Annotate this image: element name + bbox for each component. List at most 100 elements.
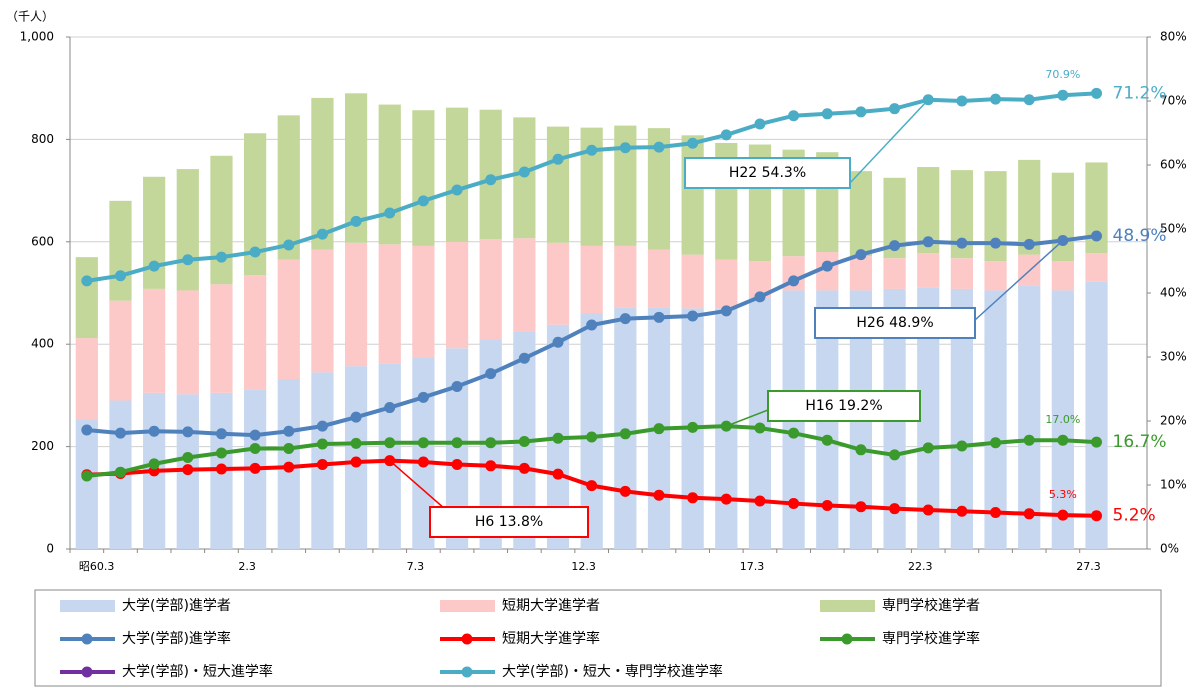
bar xyxy=(244,275,267,390)
line-point xyxy=(720,305,732,317)
line-point xyxy=(350,411,362,423)
line-point xyxy=(350,215,362,227)
line-point xyxy=(249,462,261,474)
bar xyxy=(580,313,603,549)
bar xyxy=(109,300,132,401)
bar xyxy=(311,249,334,373)
line-point xyxy=(518,435,530,447)
line-point xyxy=(215,447,227,459)
line-point xyxy=(114,466,126,478)
line-point xyxy=(586,431,598,443)
line-point xyxy=(754,495,766,507)
legend-label: 大学(学部)・短大・専門学校進学率 xyxy=(502,663,723,680)
bar xyxy=(277,259,300,380)
legend-swatch xyxy=(60,600,115,612)
line-point xyxy=(215,463,227,475)
bar xyxy=(580,127,603,246)
line-point xyxy=(114,270,126,282)
line-point xyxy=(821,499,833,511)
legend-label: 専門学校進学者 xyxy=(882,597,980,614)
line-point xyxy=(889,103,901,115)
bar xyxy=(344,93,368,243)
annotation-box xyxy=(814,307,976,339)
bar xyxy=(984,290,1007,549)
line-point xyxy=(316,228,328,240)
line-point xyxy=(81,275,93,287)
bar xyxy=(647,128,671,250)
bar xyxy=(883,258,906,289)
y-tick-label: 400 xyxy=(31,337,54,351)
line-point xyxy=(148,458,160,470)
y2-tick-label: 80% xyxy=(1160,30,1187,44)
line-point xyxy=(922,442,934,454)
bar xyxy=(75,419,98,549)
annotation-text: H6 13.8% xyxy=(475,514,543,530)
line-point xyxy=(990,437,1002,449)
line-point xyxy=(754,118,766,130)
line-point xyxy=(788,427,800,439)
x-tick-label: 22.3 xyxy=(908,560,933,573)
bar xyxy=(849,256,873,291)
bar xyxy=(143,176,166,289)
line-point xyxy=(384,207,396,219)
annotation-leader xyxy=(726,409,769,427)
line-point xyxy=(956,237,968,249)
line-point xyxy=(720,129,732,141)
bar xyxy=(378,104,401,245)
annotation-box xyxy=(429,506,589,538)
line-point xyxy=(956,440,968,452)
line-point xyxy=(653,489,665,501)
line-point xyxy=(619,428,631,440)
line-point xyxy=(586,144,598,156)
x-tick-label: 2.3 xyxy=(238,560,256,573)
value-label: 71.2% xyxy=(1113,83,1167,103)
line-point xyxy=(215,251,227,263)
line-point xyxy=(788,110,800,122)
line-point xyxy=(485,174,497,186)
line-point xyxy=(1057,89,1069,101)
annotation-text: H22 54.3% xyxy=(729,165,806,181)
line-point xyxy=(889,503,901,515)
line-point xyxy=(855,444,867,456)
line-point xyxy=(148,425,160,437)
bar xyxy=(445,107,469,242)
bar xyxy=(950,258,973,289)
line-point xyxy=(619,485,631,497)
line-point xyxy=(182,426,194,438)
bar xyxy=(445,348,469,549)
y2-tick-label: 50% xyxy=(1160,222,1187,236)
line-point xyxy=(283,239,295,251)
bar xyxy=(917,253,940,288)
y-axis-label: （千人） xyxy=(6,10,54,24)
line-point xyxy=(1091,436,1103,448)
bar xyxy=(210,155,233,285)
bar xyxy=(412,110,435,246)
line-point xyxy=(451,437,463,449)
line-point xyxy=(552,336,564,348)
value-label: 16.7% xyxy=(1113,432,1167,452)
line-point xyxy=(114,427,126,439)
bar xyxy=(1051,261,1074,291)
x-tick-label: 27.3 xyxy=(1076,560,1101,573)
line-point xyxy=(417,456,429,468)
x-tick-label: 17.3 xyxy=(740,560,765,573)
y-tick-label: 800 xyxy=(31,132,54,146)
x-tick-label: 昭60.3 xyxy=(79,560,115,573)
line-point xyxy=(215,428,227,440)
bar xyxy=(614,125,637,246)
annotation-leader xyxy=(974,239,1064,321)
annotation-box xyxy=(767,390,921,422)
line-point xyxy=(485,368,497,380)
y2-tick-label: 20% xyxy=(1160,414,1187,428)
bar xyxy=(176,290,199,395)
line-point xyxy=(1057,434,1069,446)
line-point xyxy=(687,492,699,504)
bar xyxy=(580,245,603,314)
value-label: 70.9% xyxy=(1045,68,1080,81)
line-point xyxy=(552,432,564,444)
value-label: 5.3% xyxy=(1049,488,1077,501)
bar xyxy=(176,169,199,291)
line-point xyxy=(1091,230,1103,242)
bar xyxy=(1085,281,1108,549)
